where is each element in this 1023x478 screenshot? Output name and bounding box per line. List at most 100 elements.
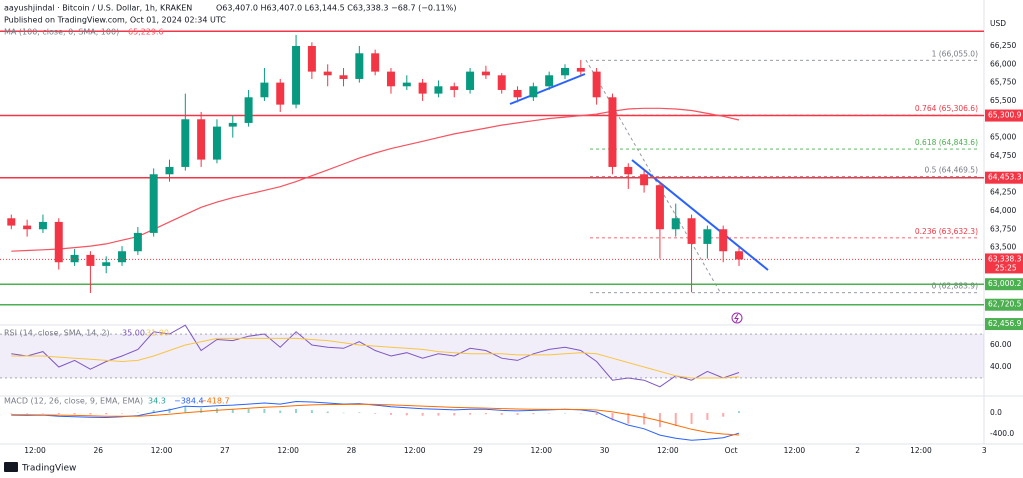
macd-histogram-bar <box>105 413 108 415</box>
macd-histogram-bar <box>263 408 266 414</box>
macd-histogram-bar <box>674 413 677 427</box>
candle-body <box>23 225 32 230</box>
y-tick-label: 66,250 <box>990 41 1016 50</box>
candle-body <box>244 97 253 123</box>
macd-histogram-bar <box>579 413 582 414</box>
macd-histogram-bar <box>200 408 203 414</box>
rsi-tick-label: 40.00 <box>990 362 1012 371</box>
level-label: 63,000.2 <box>988 279 1022 288</box>
candle-body <box>339 75 348 79</box>
candle-body <box>655 185 664 230</box>
macd-histogram-bar <box>89 413 92 415</box>
candle-body <box>402 82 411 87</box>
candle-body <box>624 166 633 175</box>
candle-body <box>735 251 744 260</box>
header-ohlc: O63,407.0 H63,407.0 L63,144.5 C63,338.3 … <box>216 4 456 13</box>
y-tick-label: 64,750 <box>990 151 1016 160</box>
candle-body <box>165 166 174 175</box>
candle-body <box>38 221 47 230</box>
candle-body <box>640 174 649 186</box>
x-tick-label: 2 <box>855 446 860 455</box>
macd-histogram-bar <box>152 410 155 414</box>
brand-name: TradingView <box>21 464 76 474</box>
header-published: Published on TradingView.com, Oct 01, 20… <box>4 16 226 25</box>
macd-histogram-bar <box>706 413 709 420</box>
fib-label: 0 (62,883.9) <box>932 282 978 291</box>
x-tick-label: 26 <box>94 446 104 455</box>
fib-label: 0.236 (63,632.3) <box>915 227 978 236</box>
macd-histogram-bar <box>184 406 187 414</box>
candle-body <box>466 71 475 90</box>
macd-histogram-bar <box>326 411 329 414</box>
macd-line <box>11 403 740 436</box>
macd-histogram-bar <box>121 413 124 414</box>
x-tick-label: 12:00 <box>151 446 173 455</box>
x-tick-label: 12:00 <box>910 446 932 455</box>
macd-histogram-bar <box>548 413 551 414</box>
header-title: aayushjindal · Bitcoin / U.S. Dollar, 1h… <box>4 4 192 13</box>
level-label-box <box>985 278 1023 291</box>
x-tick-label: 12:00 <box>24 446 46 455</box>
macd-histogram-bar <box>469 413 472 415</box>
candle-body <box>86 254 95 266</box>
candle-body <box>307 45 316 72</box>
macd-legend: MACD (12, 26, close, 9, EMA, EMA) <box>4 397 143 406</box>
candle-body <box>450 86 459 90</box>
macd-histogram-bar <box>516 413 519 415</box>
macd-histogram-bar <box>342 412 345 414</box>
macd-histogram-bar <box>41 413 44 414</box>
x-tick-label: 27 <box>220 446 230 455</box>
macd-histogram-bar <box>389 413 392 415</box>
candle-body <box>133 232 142 252</box>
extra-price-label: 62,456.9 <box>988 319 1022 328</box>
rsi-line <box>11 337 740 379</box>
x-tick-label: 12:00 <box>530 446 552 455</box>
candle-body <box>497 75 506 90</box>
macd-histogram-bar <box>564 412 566 414</box>
candle-body <box>608 97 617 167</box>
y-tick-label: 65,500 <box>990 96 1016 105</box>
fib-label: 0.5 (64,469.5) <box>924 166 978 175</box>
rsi-band <box>0 334 984 378</box>
macd-histogram-bar <box>738 411 741 414</box>
macd-histogram-bar <box>279 410 282 414</box>
extra-price-label-box <box>985 318 1023 331</box>
candle-body <box>434 86 443 94</box>
macd-histogram-bar <box>595 413 598 416</box>
macd-histogram-bar <box>374 413 377 414</box>
x-tick-label: 12:00 <box>277 446 299 455</box>
candle-body <box>118 251 127 263</box>
level-label-box <box>985 298 1023 311</box>
y-tick-label: 63,500 <box>990 243 1016 252</box>
rsi-legend-value: 31.00 <box>146 329 169 338</box>
macd-histogram-bar <box>310 410 313 414</box>
macd-histogram-bar <box>453 413 456 416</box>
candle-body <box>719 229 728 252</box>
x-tick-label: 3 <box>982 446 987 455</box>
macd-histogram-bar <box>26 413 29 414</box>
candle-body <box>323 71 332 76</box>
macd-histogram-bar <box>168 408 171 414</box>
macd-histogram-bar <box>611 413 614 421</box>
candle-body <box>102 262 111 266</box>
candle-body <box>592 71 601 98</box>
macd-histogram-bar <box>57 413 60 415</box>
candle-body <box>481 71 490 76</box>
candle-body <box>292 45 301 105</box>
level-label-box <box>985 171 1023 184</box>
candle-body <box>54 221 63 263</box>
macd-histogram-bar <box>231 408 234 414</box>
candle-body <box>671 218 680 230</box>
candle-body <box>70 254 79 263</box>
x-tick-label: 30 <box>600 446 610 455</box>
candle-body <box>197 119 206 160</box>
event-icon-bolt <box>734 313 739 323</box>
candle-body <box>181 119 190 167</box>
x-tick-label: 28 <box>347 446 357 455</box>
level-label: 64,453.3 <box>988 173 1022 182</box>
macd-legend-value: −384.4 <box>174 397 204 406</box>
macd-tick-label: -400.0 <box>990 429 1014 438</box>
y-tick-label: 63,750 <box>990 224 1016 233</box>
macd-histogram-bar <box>643 413 646 425</box>
